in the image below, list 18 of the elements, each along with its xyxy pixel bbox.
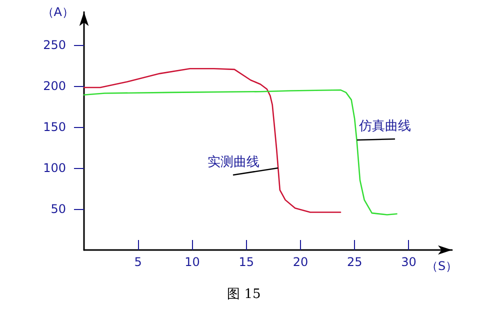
annotation: 仿真曲线 — [358, 119, 411, 134]
y-tick-label: 150 — [43, 120, 66, 134]
y-tick-label: 200 — [43, 78, 66, 93]
x-axis-title: （S） — [426, 259, 458, 273]
x-tick-label: 15 — [238, 255, 254, 269]
y-tick-label: 100 — [43, 160, 66, 175]
y-tick-label: 250 — [43, 38, 66, 52]
y-axis-title: （A） — [42, 5, 74, 19]
x-tick-label: 5 — [134, 255, 142, 269]
x-tick-label: 20 — [292, 255, 308, 269]
line-series — [83, 89, 398, 216]
line-series — [83, 68, 342, 213]
x-tick-label: 30 — [401, 255, 416, 269]
annotation: 实测曲线 — [208, 154, 260, 170]
x-tick-label: 25 — [346, 255, 362, 269]
x-tick-label: 10 — [184, 255, 200, 269]
y-tick-label: 50 — [50, 202, 66, 216]
text: 图 15 — [227, 287, 261, 302]
